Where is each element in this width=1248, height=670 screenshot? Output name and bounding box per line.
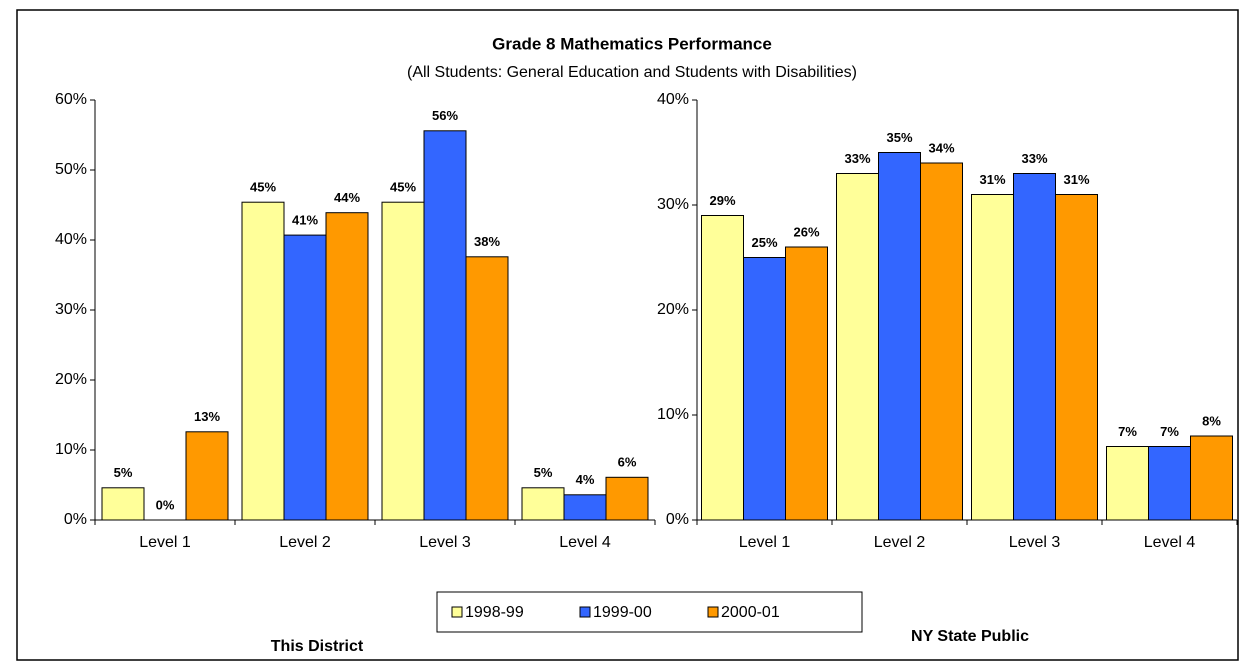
y-tick-label: 30% [657,196,689,213]
value-label: 8% [1202,413,1221,428]
value-label: 33% [844,151,870,166]
y-tick-label: 40% [657,91,689,108]
bar [1013,173,1056,521]
x-tick-label: Level 4 [1144,534,1196,551]
chart-subtitle: (All Students: General Education and Stu… [407,64,857,81]
bar [836,173,879,521]
y-tick-label: 20% [55,371,87,388]
chart-title: Grade 8 Mathematics Performance [492,34,772,53]
legend [436,591,863,633]
x-tick-label: Level 3 [1009,534,1061,551]
y-tick-label: 20% [657,301,689,318]
value-label: 44% [334,190,360,205]
bar [283,234,327,521]
y-tick-label: 0% [64,511,87,528]
y-tick-label: 50% [55,161,87,178]
bar [1055,194,1098,521]
x-tick-label: Level 1 [139,534,191,551]
legend-label: 1998-99 [465,604,524,621]
value-label: 29% [709,193,735,208]
bar [423,130,467,521]
bar [605,476,649,521]
bar [185,431,229,521]
value-label: 4% [576,472,595,487]
bar [701,215,744,521]
bar [878,152,921,521]
bar [971,194,1014,521]
legend-swatch [707,606,719,618]
value-label: 45% [250,180,276,195]
y-tick-label: 30% [55,301,87,318]
bar [743,257,786,521]
x-tick-label: Level 2 [279,534,331,551]
x-tick-label: Level 4 [559,534,611,551]
panel-label: This District [271,638,364,655]
value-label: 31% [1063,172,1089,187]
panel-label: NY State Public [911,628,1029,645]
value-label: 5% [114,465,133,480]
bar [1190,435,1233,521]
value-label: 6% [618,455,637,470]
y-tick-label: 10% [55,441,87,458]
value-label: 5% [534,465,553,480]
value-label: 26% [793,224,819,239]
bar [785,246,828,521]
x-tick-label: Level 1 [739,534,791,551]
bar [1148,446,1191,521]
legend-label: 1999-00 [593,604,652,621]
y-tick-label: 10% [657,406,689,423]
y-tick-label: 40% [55,231,87,248]
legend-swatch [579,606,591,618]
x-tick-label: Level 2 [874,534,926,551]
bar [521,487,565,521]
value-label: 33% [1021,151,1047,166]
value-label: 0% [156,497,175,512]
value-label: 41% [292,213,318,228]
y-tick-label: 60% [55,91,87,108]
legend-swatch [451,606,463,618]
value-label: 35% [886,130,912,145]
bar [381,201,425,521]
bar [563,494,607,521]
value-label: 38% [474,234,500,249]
legend-label: 2000-01 [721,604,780,621]
value-label: 34% [928,140,954,155]
value-label: 13% [194,409,220,424]
bar [241,201,285,521]
value-label: 7% [1160,424,1179,439]
bar [1106,446,1149,521]
value-label: 31% [979,172,1005,187]
x-tick-label: Level 3 [419,534,471,551]
bar [465,256,509,521]
value-label: 25% [751,235,777,250]
bar [920,162,963,521]
y-tick-label: 0% [666,511,689,528]
value-label: 45% [390,180,416,195]
value-label: 7% [1118,424,1137,439]
value-label: 56% [432,108,458,123]
bar [101,487,145,521]
bar [325,212,369,521]
